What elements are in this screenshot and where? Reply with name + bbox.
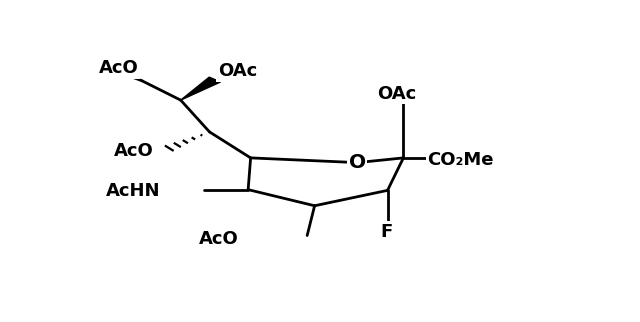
Text: F: F — [380, 223, 393, 241]
Text: AcO: AcO — [199, 230, 239, 248]
Text: AcHN: AcHN — [106, 182, 160, 200]
Text: CO₂Me: CO₂Me — [428, 151, 493, 169]
Text: OAc: OAc — [218, 62, 257, 80]
Text: O: O — [349, 153, 366, 172]
Text: AcO: AcO — [114, 142, 154, 160]
Text: AcO: AcO — [99, 59, 139, 77]
Text: OAc: OAc — [378, 85, 417, 103]
Polygon shape — [180, 77, 221, 100]
